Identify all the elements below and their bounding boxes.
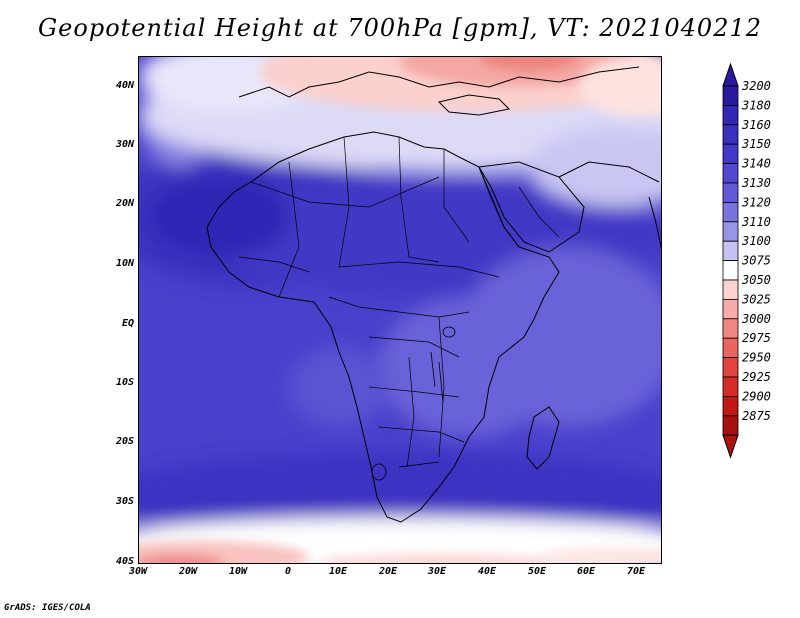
lat-label: 20S (115, 436, 134, 447)
lon-label: 20W (178, 566, 198, 577)
colorbar-level-label: 3140 (741, 157, 771, 171)
colorbar-level-label: 2925 (742, 370, 771, 384)
colorbar-swatch (722, 298, 739, 320)
colorbar-swatch (722, 240, 739, 261)
lat-label: 20N (115, 198, 134, 209)
lon-label: 30E (427, 566, 447, 577)
credit-label: GrADS: IGES/COLA (4, 603, 91, 613)
colorbar-swatch (722, 260, 739, 281)
colorbar-swatch (722, 395, 739, 417)
lat-label: EQ (121, 318, 134, 329)
colorbar-level-label: 3110 (741, 215, 771, 229)
colorbar-swatch (722, 85, 739, 106)
colorbar-swatch (722, 415, 739, 436)
lon-label: 60E (576, 566, 596, 577)
map-title: Geopotential Height at 700hPa [gpm], VT:… (38, 14, 762, 42)
colorbar-swatch (722, 163, 739, 184)
colorbar-level-label: 2875 (742, 409, 771, 423)
geopotential-field (139, 57, 661, 563)
colorbar-level-label: 3180 (741, 98, 771, 112)
colorbar-level-label: 3025 (741, 292, 771, 306)
lon-label: 0 (284, 566, 292, 577)
colorbar-swatch (722, 279, 739, 300)
lat-label: 30S (115, 496, 134, 507)
map-plot-area (138, 56, 662, 564)
lon-label: 40E (477, 566, 497, 577)
colorbar-swatch (722, 105, 739, 126)
colorbar-level-label: 2950 (742, 351, 771, 365)
colorbar-swatch (722, 201, 739, 223)
colorbar-swatch (722, 357, 739, 378)
lat-label: 40N (115, 80, 134, 91)
colorbar-swatch (722, 124, 739, 145)
colorbar-level-label: 3120 (741, 195, 771, 209)
colorbar-bottom-arrow (722, 434, 739, 459)
colorbar-top-arrow (722, 62, 739, 87)
colorbar-level-label: 3000 (741, 312, 771, 326)
colorbar-level-label: 3100 (741, 234, 771, 248)
colorbar-swatch (722, 221, 739, 242)
lakes (371, 326, 456, 481)
colorbar-level-label: 3075 (741, 254, 771, 268)
colorbar-level-label: 3050 (741, 273, 771, 287)
colorbar-swatch (722, 318, 739, 339)
colorbar-level-label: 2975 (742, 331, 771, 345)
lat-label: 10N (115, 258, 134, 269)
lon-label: 10E (328, 566, 348, 577)
colorbar-level-label: 3150 (741, 137, 771, 151)
lon-label: 20E (378, 566, 398, 577)
lon-label: 50E (527, 566, 547, 577)
colorbar-level-label: 3130 (741, 176, 771, 190)
country-borders (238, 136, 560, 468)
lon-label: 70E (626, 566, 646, 577)
colorbar-swatch (722, 182, 739, 203)
colorbar-level-label: 3160 (741, 118, 771, 132)
lat-label: 40S (115, 556, 134, 567)
colorbar-swatch (722, 376, 739, 397)
lat-label: 30N (115, 139, 134, 150)
lon-label: 30W (128, 566, 148, 577)
colorbar-level-label: 2900 (742, 389, 771, 403)
colorbar-level-label: 3200 (741, 79, 771, 93)
lat-label: 10S (115, 377, 134, 388)
lon-label: 10W (228, 566, 248, 577)
colorbar-swatch (722, 337, 739, 359)
colorbar-swatch (722, 143, 739, 164)
